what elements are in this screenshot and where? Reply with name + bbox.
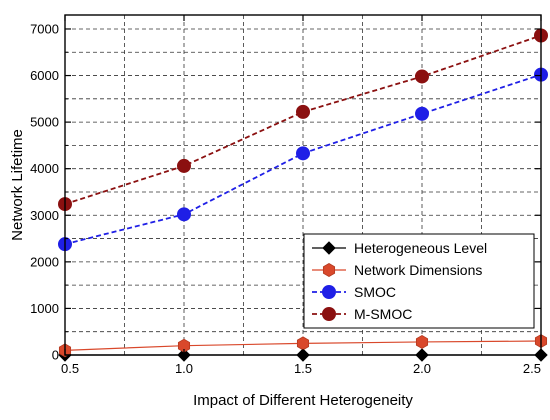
legend-label: Network Dimensions (354, 262, 482, 278)
data-point (296, 146, 310, 161)
x-tick-label: 2.5 (523, 361, 541, 376)
data-point (296, 336, 310, 351)
x-tick-label: 1.0 (175, 361, 193, 376)
grid-layer (65, 15, 541, 355)
x-axis-label: Impact of Different Heterogeneity (193, 392, 413, 409)
x-tick-label: 0.5 (61, 361, 79, 376)
legend: Heterogeneous Level Network Dimensions SMO… (303, 233, 535, 329)
legend-marker (322, 263, 336, 277)
data-point (415, 69, 429, 84)
legend-marker (322, 285, 336, 299)
y-tick-label: 6000 (30, 68, 59, 83)
legend-entry: SMOC (312, 284, 396, 300)
data-point (415, 334, 429, 349)
data-point (177, 158, 191, 173)
legend-label: M-SMOC (354, 306, 412, 322)
y-tick-label: 7000 (30, 21, 59, 36)
y-tick-label: 3000 (30, 208, 59, 223)
legend-marker (322, 307, 336, 321)
y-tick-label: 2000 (30, 254, 59, 269)
y-tick-label: 1000 (30, 301, 59, 316)
tick-layer: 0 1000 2000 3000 4000 5000 6000 7000 0.5 1.0 1.5 2.… (30, 15, 542, 376)
legend-entry: Heterogeneous Level (312, 240, 487, 256)
data-point (296, 104, 310, 119)
y-axis-label: Network Lifetime (9, 129, 26, 241)
y-tick-label: 5000 (30, 115, 59, 130)
legend-label: SMOC (354, 284, 396, 300)
legend-entry: Network Dimensions (312, 262, 482, 278)
legend-box (303, 233, 535, 329)
series-line (64, 34, 542, 205)
x-tick-label: 1.5 (294, 361, 312, 376)
x-tick-label: 2.0 (413, 361, 431, 376)
legend-marker (322, 241, 336, 255)
data-point (415, 106, 429, 121)
y-tick-label: 0 (52, 348, 59, 363)
data-point (177, 207, 191, 222)
y-tick-label: 4000 (30, 161, 59, 176)
legend-label: Heterogeneous Level (354, 240, 487, 256)
legend-entry: M-SMOC (312, 306, 412, 322)
